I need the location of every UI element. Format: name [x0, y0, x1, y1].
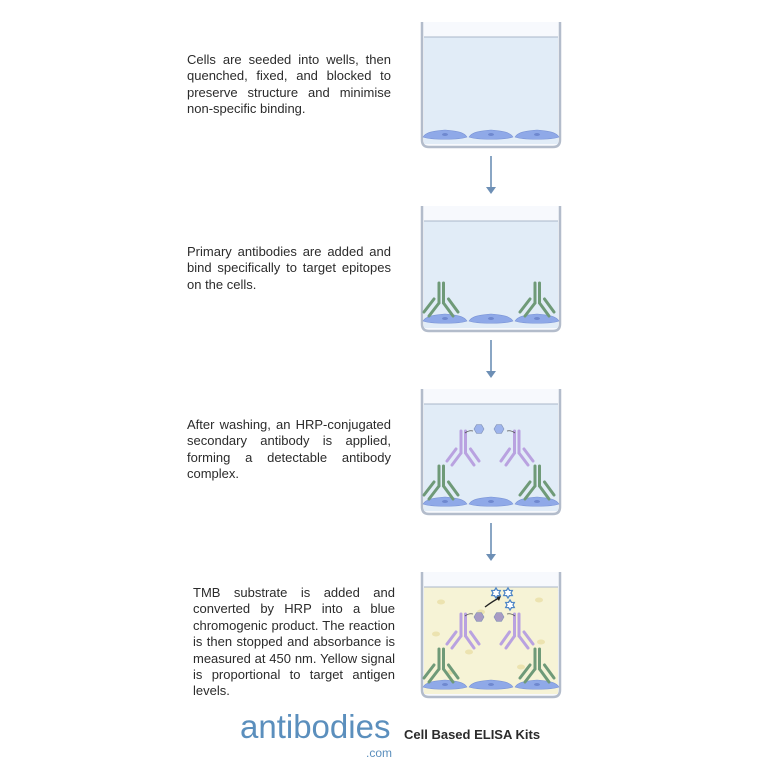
yellow-signal-spot	[535, 597, 543, 603]
hrp-enzyme-icon	[493, 612, 505, 622]
step-arrow-icon	[486, 156, 496, 194]
linker	[464, 613, 474, 617]
well-2	[420, 206, 562, 333]
linker	[506, 430, 516, 434]
step-2-text: Primary antibodies are added and bind sp…	[187, 244, 391, 292]
well-liquid	[424, 404, 558, 511]
well-liquid	[424, 37, 558, 144]
yellow-signal-spot	[537, 639, 545, 645]
arrowhead	[486, 371, 496, 378]
arrowhead	[486, 187, 496, 194]
hrp-enzyme-icon	[473, 612, 485, 622]
footer-tagline: Cell Based ELISA Kits	[404, 727, 541, 742]
yellow-signal-spot	[432, 631, 440, 637]
linker	[464, 430, 474, 434]
step-arrow-icon	[486, 340, 496, 378]
well-4	[420, 572, 562, 699]
yellow-signal-spot	[437, 599, 445, 605]
hrp-enzyme-icon	[473, 424, 485, 434]
antibodies-logo-suffix: .com	[366, 746, 393, 760]
well-liquid	[424, 587, 558, 694]
antibodies-logo-text: antibodies	[240, 708, 391, 745]
step-3-text: After washing, an HRP-conjugated seconda…	[187, 417, 391, 482]
yellow-signal-spot	[517, 664, 525, 670]
reaction-arrowhead	[496, 596, 501, 601]
step-arrow-icon	[486, 523, 496, 561]
yellow-signal-spot	[465, 649, 473, 655]
well-1	[420, 22, 562, 149]
arrowhead	[486, 554, 496, 561]
well-liquid	[424, 221, 558, 328]
step-4-text: TMB substrate is added and converted by …	[193, 585, 395, 699]
step-1-text: Cells are seeded into wells, then quench…	[187, 52, 391, 117]
hrp-enzyme-icon	[493, 424, 505, 434]
well-3	[420, 389, 562, 516]
linker	[506, 613, 516, 617]
